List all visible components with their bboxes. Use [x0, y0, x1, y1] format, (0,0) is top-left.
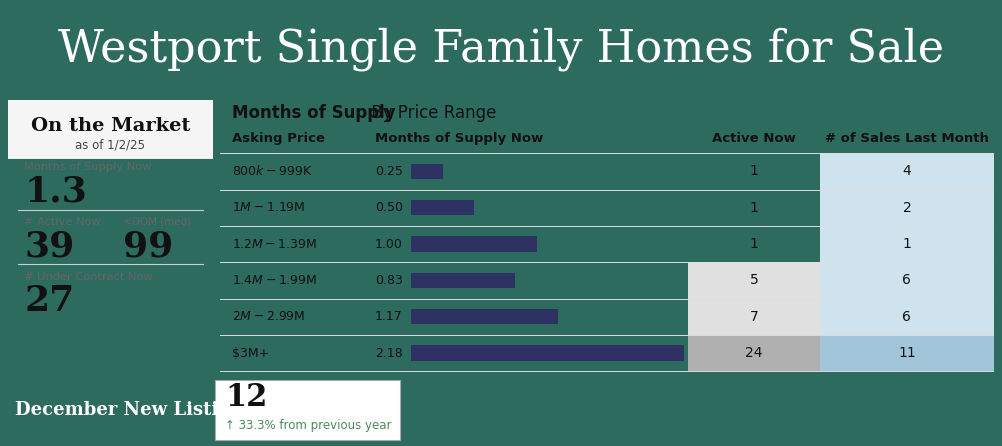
Text: 2.18: 2.18 — [375, 347, 403, 359]
Text: Asking Price: Asking Price — [231, 132, 325, 145]
Text: 1: 1 — [749, 237, 759, 251]
Bar — [688, 262, 820, 298]
Text: Active Now: Active Now — [712, 132, 796, 145]
Text: 5: 5 — [749, 273, 759, 287]
Text: 24: 24 — [745, 346, 763, 360]
Text: Westport Single Family Homes for Sale: Westport Single Family Homes for Sale — [58, 27, 944, 71]
Text: 4: 4 — [903, 165, 911, 178]
Text: 0.83: 0.83 — [375, 274, 403, 287]
Text: 0.25: 0.25 — [375, 165, 403, 178]
Text: 1.17: 1.17 — [375, 310, 403, 323]
Text: as of 1/2/25: as of 1/2/25 — [75, 139, 145, 152]
Bar — [215, 380, 400, 440]
Bar — [411, 309, 558, 324]
Bar — [688, 335, 820, 371]
Bar — [820, 298, 994, 335]
Bar — [688, 298, 820, 335]
Text: $800k-$999K: $800k-$999K — [231, 165, 313, 178]
Text: Months of Supply Now: Months of Supply Now — [375, 132, 543, 145]
Bar — [820, 335, 994, 371]
Text: 39: 39 — [24, 230, 75, 264]
Text: 11: 11 — [898, 346, 916, 360]
Text: $1.4M-$1.99M: $1.4M-$1.99M — [231, 274, 317, 287]
Text: 6: 6 — [903, 310, 912, 324]
Text: 12: 12 — [225, 383, 268, 413]
Bar — [820, 153, 994, 190]
Bar — [820, 190, 994, 226]
Text: By Price Range: By Price Range — [366, 104, 496, 122]
Text: # Under Contract Now: # Under Contract Now — [24, 272, 153, 282]
Text: $1M-$1.19M: $1M-$1.19M — [231, 201, 305, 214]
Bar — [820, 262, 994, 298]
Text: 1.00: 1.00 — [375, 238, 403, 251]
Text: 27: 27 — [24, 285, 75, 318]
Text: 2: 2 — [903, 201, 911, 215]
Text: $3M+: $3M+ — [231, 347, 269, 359]
Bar — [411, 236, 536, 252]
Text: ↑ 33.3% from previous year: ↑ 33.3% from previous year — [225, 418, 392, 431]
Bar — [8, 100, 213, 160]
Bar — [411, 200, 474, 215]
Text: 99: 99 — [123, 230, 173, 264]
Text: # of Sales Last Month: # of Sales Last Month — [825, 132, 989, 145]
Text: 1.3: 1.3 — [24, 175, 87, 209]
Text: <DOM (med): <DOM (med) — [123, 217, 191, 227]
Text: 7: 7 — [749, 310, 759, 324]
Text: Months of Supply: Months of Supply — [231, 104, 395, 122]
Bar — [411, 164, 443, 179]
Text: December New Listings: December New Listings — [15, 401, 255, 419]
Text: 0.50: 0.50 — [375, 201, 403, 214]
Text: On the Market: On the Market — [31, 117, 190, 135]
Text: # Active Now: # Active Now — [24, 217, 101, 227]
Text: $1.2M-$1.39M: $1.2M-$1.39M — [231, 238, 317, 251]
Text: 1: 1 — [903, 237, 912, 251]
Bar — [411, 346, 684, 361]
Text: 1: 1 — [749, 165, 759, 178]
Text: 6: 6 — [903, 273, 912, 287]
Text: Months of Supply Now: Months of Supply Now — [24, 162, 152, 172]
Bar — [411, 273, 515, 288]
Bar — [820, 226, 994, 262]
Text: $2M-$2.99M: $2M-$2.99M — [231, 310, 305, 323]
Text: 1: 1 — [749, 201, 759, 215]
